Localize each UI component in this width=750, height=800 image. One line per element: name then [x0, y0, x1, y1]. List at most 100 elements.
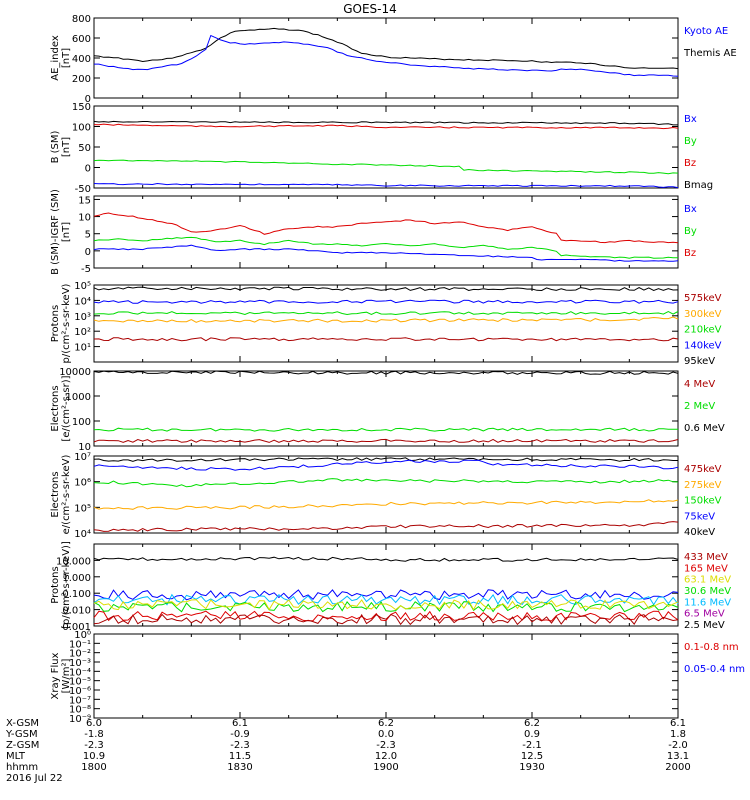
- legend-entry: 95keV: [684, 356, 715, 367]
- y-tick-label: 0.001: [62, 622, 91, 633]
- series-275kev: [93, 499, 679, 510]
- panel-electrons_epead: 10 100 1000 10000 Electrons [e/(cm²-s-sr)] 4 M…: [50, 367, 725, 453]
- y-tick-label: 0.010: [62, 606, 91, 617]
- panel-protons_mage: 10¹ 10² 10³ 10⁴ 10⁵ Protons p/(cm²-s-sr-keV) 57…: [50, 281, 722, 367]
- legend-entry: 150keV: [684, 496, 722, 507]
- panel-frame: [93, 105, 679, 189]
- y-tick-label: 10: [78, 213, 91, 224]
- legend-entry: 475keV: [684, 464, 722, 475]
- footer-value: 2000: [665, 762, 690, 773]
- y-tick-label: 5: [85, 230, 91, 241]
- footer-value: 6.0: [86, 718, 102, 729]
- y-axis-label: Electrons: [50, 385, 61, 431]
- y-axis-label: [p/(cm²-s-sr-keV)]: [61, 541, 72, 629]
- legend-entry: 140keV: [684, 340, 722, 351]
- series-bx: [93, 244, 679, 262]
- footer-value: 11.5: [229, 751, 251, 762]
- legend-entry: 63.1 MeV: [684, 575, 731, 586]
- legend-entry: By: [684, 226, 697, 237]
- series-11-6-mev: [93, 593, 679, 606]
- panel-frame: [93, 284, 679, 363]
- y-axis-label: Protons: [50, 305, 61, 342]
- legend-entry: 75keV: [684, 511, 715, 522]
- footer-row-label: Y-GSM: [5, 729, 38, 740]
- series-433-mev: [93, 613, 679, 626]
- series-0-6-mev: [93, 370, 679, 375]
- footer-row-label: 2016 Jul 22: [6, 773, 63, 784]
- footer-value: -2.3: [376, 740, 396, 751]
- footer-value: -2.1: [522, 740, 542, 751]
- y-tick-label: 800: [72, 14, 91, 25]
- y-tick-label: 100: [72, 417, 91, 428]
- legend-entry: Bz: [684, 248, 696, 259]
- series-kyoto-ae: [94, 34, 679, 77]
- y-tick-label: 0.100: [62, 589, 91, 600]
- series-bz: [93, 212, 679, 244]
- y-tick-label: 600: [72, 34, 91, 45]
- y-axis-label: Electrons: [50, 471, 61, 517]
- y-tick-label: 10⁻²: [69, 649, 91, 660]
- y-axis-label: AE_index: [50, 35, 61, 81]
- legend-entry: 0.05-0.4 nm: [684, 664, 745, 675]
- y-tick-label: 10⁻⁵: [69, 677, 91, 688]
- series-by: [93, 159, 679, 175]
- series-140kev: [93, 299, 679, 304]
- y-tick-label: 10⁷: [74, 452, 91, 463]
- series-210kev: [93, 311, 679, 316]
- series-bz: [93, 123, 679, 130]
- y-tick-label: 10⁻⁷: [69, 695, 91, 706]
- legend-entry: Themis AE: [683, 48, 737, 59]
- footer-value: -1.8: [84, 729, 104, 740]
- series-150kev: [93, 478, 679, 488]
- legend-entry: Bz: [684, 158, 696, 169]
- y-tick-label: 10⁴: [74, 296, 91, 307]
- series-bx: [93, 182, 679, 189]
- footer-value: -2.3: [230, 740, 250, 751]
- legend-entry: 275keV: [684, 480, 722, 491]
- footer-value: 13.1: [667, 751, 689, 762]
- legend-entry: 433 MeV: [684, 552, 728, 563]
- series-by: [93, 236, 678, 259]
- panel-electrons_maged: 10⁴ 10⁵ 10⁶ 10⁷ Electrons e/(cm²-s-sr-keV) 475…: [50, 452, 722, 540]
- y-tick-label: 10000: [59, 367, 91, 378]
- y-tick-label: 10⁻⁸: [69, 705, 91, 716]
- y-axis-label: Protons: [50, 566, 61, 603]
- series-63-1-mev: [93, 599, 679, 611]
- y-axis-label: p/(cm²-s-sr-keV): [61, 283, 72, 363]
- footer-row-label: X-GSM: [6, 718, 39, 729]
- series-bmag: [93, 120, 678, 126]
- series-575kev: [93, 337, 679, 342]
- footer-value: 1930: [519, 762, 544, 773]
- legend-entry: 0.1-0.8 nm: [684, 642, 739, 653]
- y-tick-label: -50: [75, 184, 91, 195]
- y-tick-label: 10.000: [56, 556, 91, 567]
- footer-value: 6.1: [670, 718, 686, 729]
- panel-bsm: -50 0 50 100 150 B (SM) [nT] Bx By Bz Bmag: [50, 102, 713, 195]
- series-30-6-mev: [93, 601, 679, 613]
- panel-frame: [93, 17, 679, 99]
- legend-entry: 210keV: [684, 325, 722, 336]
- panel-ae: 0 200 400 600 800 AE_index [nT] Kyoto AE Themis …: [50, 14, 737, 105]
- footer-value: 0.9: [524, 729, 540, 740]
- y-tick-label: 50: [78, 143, 91, 154]
- y-tick-label: 10⁴: [74, 529, 91, 540]
- legend-entry: 575keV: [684, 293, 722, 304]
- y-tick-label: 0: [85, 94, 91, 105]
- y-tick-label: 100: [72, 123, 91, 134]
- legend-entry: 11.6 MeV: [684, 597, 731, 608]
- footer-value: 1900: [373, 762, 398, 773]
- footer-value: -0.9: [230, 729, 250, 740]
- legend-entry: Bx: [684, 204, 697, 215]
- legend-entry: 2 MeV: [684, 401, 715, 412]
- footer-value: 6.2: [378, 718, 394, 729]
- y-tick-label: 10⁶: [74, 478, 91, 489]
- y-tick-label: 1000: [66, 392, 91, 403]
- y-tick-label: 10⁻⁶: [69, 686, 91, 697]
- y-tick-label: 10³: [74, 312, 91, 323]
- series-75kev: [93, 459, 679, 471]
- panel-bigrf: -5 0 5 10 15 B (SM)-IGRF (SM) [nT] Bx By Bz: [50, 189, 697, 275]
